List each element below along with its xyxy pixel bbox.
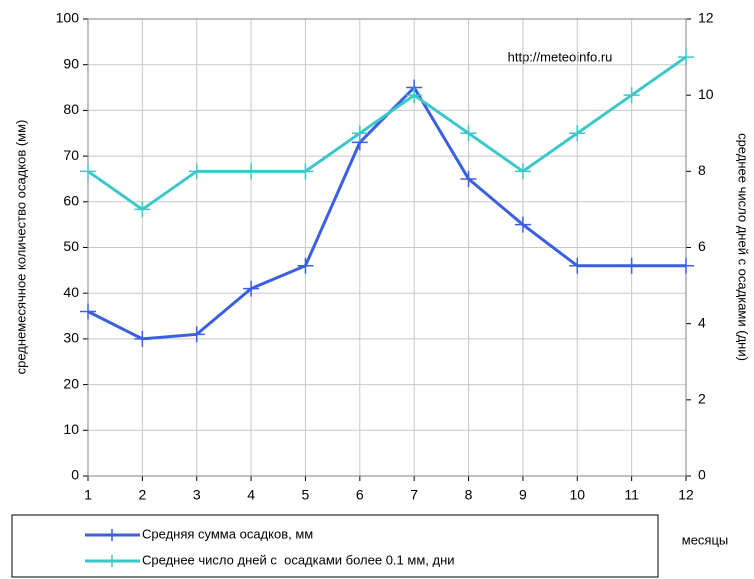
x-tick-label: 2 [138,487,146,503]
marker [460,125,477,142]
x-tick-label: 6 [356,487,364,503]
y2-tick-label: 6 [698,238,706,254]
marker [569,125,586,142]
marker [80,303,96,320]
x-tick-label: 5 [302,487,310,503]
marker [569,257,586,274]
marker [514,163,531,180]
series-line [87,55,687,212]
x-tick-label: 1 [84,487,92,503]
y2-tick-label: 8 [698,162,706,178]
x-tick-label: 4 [247,487,255,503]
marker [514,216,531,233]
y-tick-label: 100 [56,10,80,26]
y-tick-label: 80 [63,101,79,117]
y-tick-label: 10 [63,421,79,437]
marker [243,280,260,297]
marker [297,163,314,180]
x-tick-label: 12 [678,487,694,503]
legend-marker [106,555,118,567]
series-line [87,85,686,341]
x-tick-label: 9 [519,487,527,503]
y-tick-label: 50 [63,238,79,254]
y-tick-label: 0 [71,467,79,483]
marker [623,257,640,274]
y-tick-label: 40 [63,284,79,300]
y-tick-label: 20 [63,375,79,391]
legend-label: Средняя сумма осадков, мм [142,526,313,541]
y-tick-label: 70 [63,147,79,163]
marker [134,201,151,218]
y-axis-label: среднемесячное количество осадков (мм) [13,120,28,375]
y2-tick-label: 12 [698,10,714,26]
y2-tick-label: 4 [698,314,706,330]
marker [243,163,260,180]
marker [678,257,694,274]
x-tick-label: 3 [193,487,201,503]
marker [134,330,151,347]
legend-marker [106,529,118,541]
x-tick-label: 8 [465,487,473,503]
legend-box [11,514,659,578]
x-axis-label: месяцы [682,532,729,547]
marker [623,87,640,104]
y2-tick-label: 0 [698,467,706,483]
x-tick-label: 11 [624,487,639,503]
marker [188,163,205,180]
y-tick-label: 30 [63,330,79,346]
y-tick-label: 90 [63,55,79,71]
x-tick-label: 10 [569,487,585,503]
marker [188,326,205,343]
marker [297,257,314,274]
marker [80,163,96,180]
annotation: http://meteoinfo.ru [508,49,613,64]
y2-tick-label: 2 [698,391,706,407]
y2-axis-label: среднее число дней с осадками (дни) [736,133,751,361]
plot-frame [87,18,687,477]
marker [406,87,423,104]
marker [460,170,477,187]
y-tick-label: 60 [63,193,79,209]
marker [351,125,368,142]
y2-tick-label: 10 [698,86,714,102]
marker [678,49,694,66]
x-tick-label: 7 [410,487,418,503]
legend-label: Среднее число дней с осадками более 0.1 … [142,552,455,567]
